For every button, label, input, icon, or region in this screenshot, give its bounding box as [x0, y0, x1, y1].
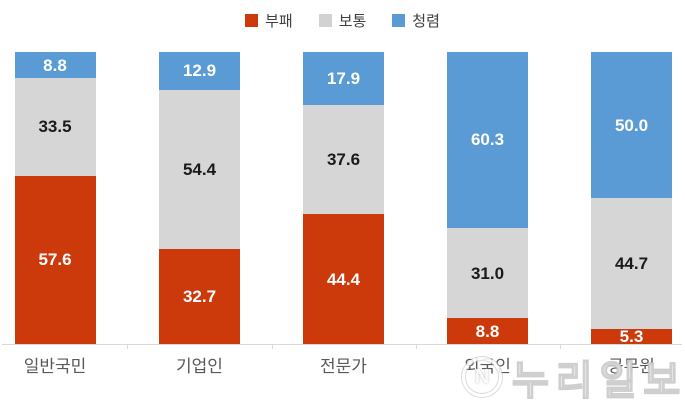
bar-segment-부패-3: 8.8: [447, 318, 528, 344]
bar-segment-청렴-1: 12.9: [159, 52, 240, 90]
bar-segment-청렴-3: 60.3: [447, 51, 528, 228]
bar-segment-부패-2: 44.4: [303, 214, 384, 344]
x-axis-tick: [415, 345, 417, 349]
bar-value-label: 8.8: [475, 321, 500, 341]
bar-value-label: 54.4: [182, 159, 217, 179]
bar-value-label: 37.6: [326, 149, 361, 169]
legend-label: 청렴: [412, 13, 440, 30]
legend-item-corrupt: 부패: [245, 10, 293, 31]
legend-swatch-corrupt-icon: [245, 14, 259, 27]
bar-value-label: 32.7: [182, 286, 217, 306]
x-axis-tick: [559, 345, 561, 349]
bar-segment-부패-0: 57.6: [14, 175, 96, 344]
bar-segment-청렴-0: 8.8: [14, 52, 96, 78]
bar-segment-보통-2: 37.6: [303, 104, 384, 215]
x-axis-label-1: 기업인: [176, 357, 223, 376]
bar-segment-부패-4: 5.3: [591, 326, 672, 346]
x-axis-tick: [127, 345, 129, 349]
legend-label: 부패: [265, 13, 293, 30]
bar-value-label: 50.0: [614, 115, 649, 135]
x-axis-line: [2, 344, 682, 345]
legend-swatch-clean-icon: [392, 14, 406, 27]
bar-value-label: 8.8: [43, 55, 67, 75]
bar-value-label: 44.4: [326, 269, 361, 289]
legend-item-neutral: 보통: [318, 10, 367, 31]
bar-value-label: 57.6: [38, 250, 72, 270]
legend-swatch-neutral-icon: [318, 14, 332, 27]
legend: 부패 보통 청렴: [0, 10, 685, 31]
bar-segment-부패-1: 32.7: [159, 248, 240, 344]
bar-value-label: 12.9: [182, 61, 217, 81]
bar-segment-보통-4: 44.7: [591, 198, 672, 329]
bar-segment-청렴-4: 50.0: [591, 52, 672, 198]
x-axis-label-0: 일반국민: [23, 357, 87, 376]
bar-value-label: 5.3: [619, 326, 644, 346]
bar-value-label: 33.5: [38, 117, 72, 137]
bar-segment-청렴-2: 17.9: [303, 52, 384, 105]
x-axis-label-3: 외국인: [464, 357, 511, 376]
x-axis-label-2: 전문가: [320, 357, 367, 376]
x-axis-tick: [271, 345, 273, 349]
bar-value-label: 17.9: [326, 68, 361, 88]
bar-value-label: 31.0: [470, 263, 505, 283]
bar-value-label: 60.3: [470, 130, 505, 150]
bar-value-label: 44.7: [614, 253, 649, 273]
x-axis-label-4: 공무원: [608, 357, 655, 376]
legend-item-clean: 청렴: [392, 10, 440, 31]
bar-segment-보통-0: 33.5: [14, 77, 96, 176]
legend-label: 보통: [338, 13, 367, 30]
bar-segment-보통-1: 54.4: [159, 89, 240, 249]
bar-segment-보통-3: 31.0: [447, 227, 528, 319]
